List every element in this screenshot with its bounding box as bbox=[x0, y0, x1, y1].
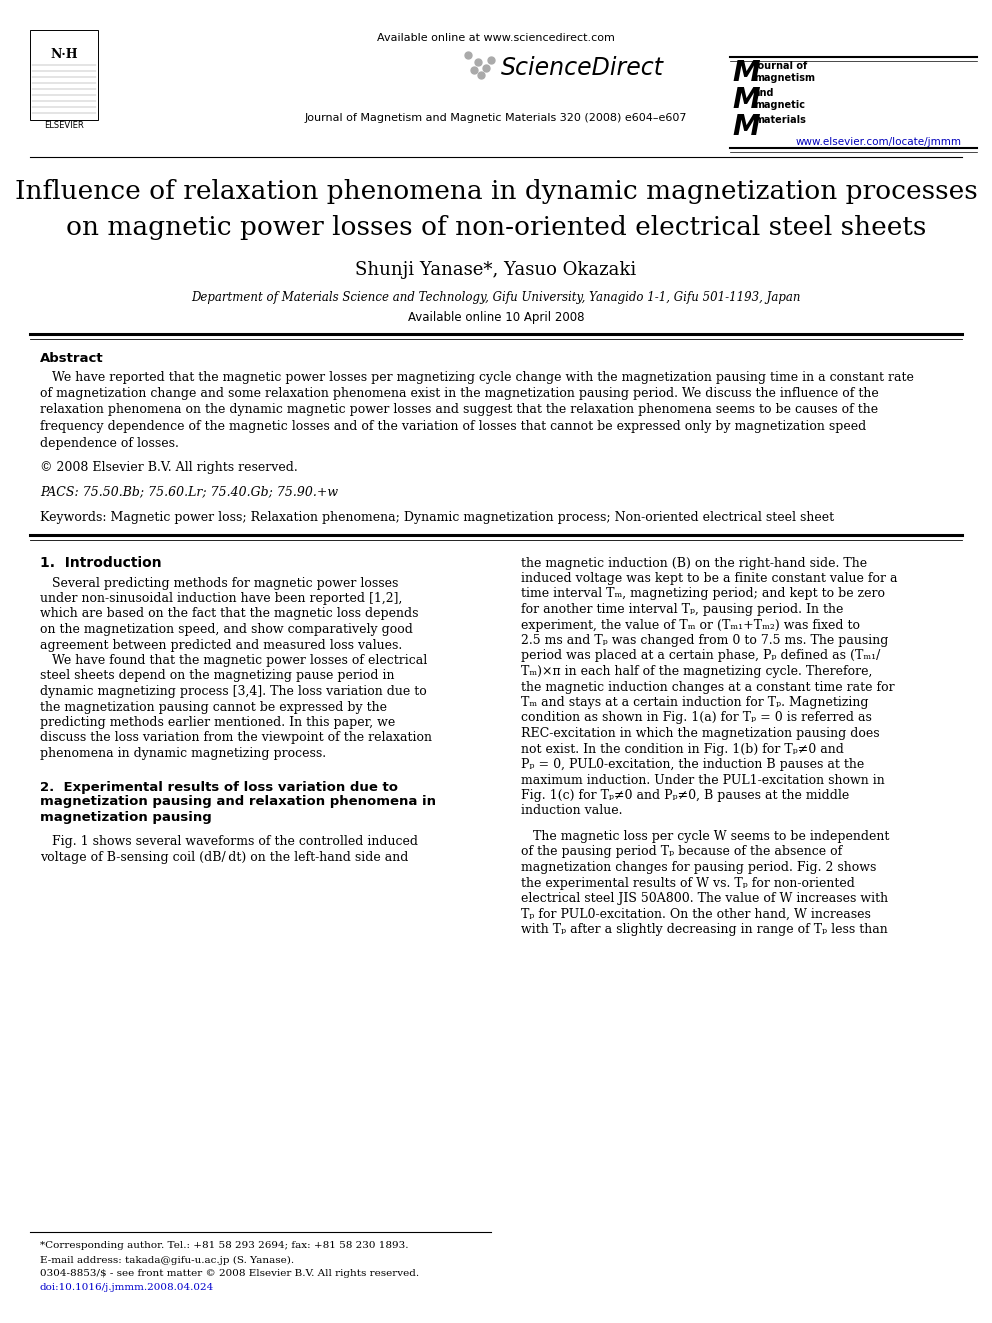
Text: for another time interval Tₚ, pausing period. In the: for another time interval Tₚ, pausing pe… bbox=[521, 603, 843, 617]
Text: The magnetic loss per cycle W seems to be independent: The magnetic loss per cycle W seems to b… bbox=[521, 830, 890, 843]
Text: voltage of B-sensing coil (dB/ dt) on the left-hand side and: voltage of B-sensing coil (dB/ dt) on th… bbox=[40, 851, 409, 864]
Text: 0304-8853/$ - see front matter © 2008 Elsevier B.V. All rights reserved.: 0304-8853/$ - see front matter © 2008 El… bbox=[40, 1270, 420, 1278]
Text: ScienceDirect: ScienceDirect bbox=[501, 56, 664, 79]
Text: REC-excitation in which the magnetization pausing does: REC-excitation in which the magnetizatio… bbox=[521, 728, 880, 740]
Text: discuss the loss variation from the viewpoint of the relaxation: discuss the loss variation from the view… bbox=[40, 732, 432, 745]
Text: induced voltage was kept to be a finite constant value for a: induced voltage was kept to be a finite … bbox=[521, 572, 898, 585]
Text: PACS: 75.50.Bb; 75.60.Lr; 75.40.Gb; 75.90.+w: PACS: 75.50.Bb; 75.60.Lr; 75.40.Gb; 75.9… bbox=[40, 486, 338, 499]
Text: Available online 10 April 2008: Available online 10 April 2008 bbox=[408, 311, 584, 324]
Text: the magnetic induction (B) on the right-hand side. The: the magnetic induction (B) on the right-… bbox=[521, 557, 867, 569]
Text: on the magnetization speed, and show comparatively good: on the magnetization speed, and show com… bbox=[40, 623, 413, 636]
Text: the magnetic induction changes at a constant time rate for: the magnetic induction changes at a cons… bbox=[521, 680, 895, 693]
Text: journal of: journal of bbox=[754, 61, 807, 71]
Text: Available online at www.sciencedirect.com: Available online at www.sciencedirect.co… bbox=[377, 33, 615, 44]
Text: M: M bbox=[732, 86, 760, 114]
Text: frequency dependence of the magnetic losses and of the variation of losses that : frequency dependence of the magnetic los… bbox=[40, 419, 866, 433]
Text: © 2008 Elsevier B.V. All rights reserved.: © 2008 Elsevier B.V. All rights reserved… bbox=[40, 460, 298, 474]
Text: materials: materials bbox=[754, 115, 806, 124]
Text: maximum induction. Under the PUL1-excitation shown in: maximum induction. Under the PUL1-excita… bbox=[521, 774, 885, 786]
Bar bbox=[30, 30, 98, 120]
Text: experiment, the value of Tₘ or (Tₘ₁+Tₘ₂) was fixed to: experiment, the value of Tₘ or (Tₘ₁+Tₘ₂)… bbox=[521, 618, 860, 631]
Text: dynamic magnetizing process [3,4]. The loss variation due to: dynamic magnetizing process [3,4]. The l… bbox=[40, 685, 427, 699]
Text: 1.  Introduction: 1. Introduction bbox=[40, 556, 162, 570]
Text: magnetization pausing and relaxation phenomena in: magnetization pausing and relaxation phe… bbox=[40, 795, 436, 808]
Text: with Tₚ after a slightly decreasing in range of Tₚ less than: with Tₚ after a slightly decreasing in r… bbox=[521, 923, 888, 935]
Text: ELSEVIER: ELSEVIER bbox=[44, 120, 84, 130]
Text: dependence of losses.: dependence of losses. bbox=[40, 437, 179, 450]
Text: time interval Tₘ, magnetizing period; and kept to be zero: time interval Tₘ, magnetizing period; an… bbox=[521, 587, 885, 601]
Text: *Corresponding author. Tel.: +81 58 293 2694; fax: +81 58 230 1893.: *Corresponding author. Tel.: +81 58 293 … bbox=[40, 1241, 409, 1250]
Text: and: and bbox=[754, 89, 775, 98]
Text: magnetic: magnetic bbox=[754, 101, 805, 110]
Text: which are based on the fact that the magnetic loss depends: which are based on the fact that the mag… bbox=[40, 607, 419, 620]
Text: steel sheets depend on the magnetizing pause period in: steel sheets depend on the magnetizing p… bbox=[40, 669, 395, 683]
Text: of magnetization change and some relaxation phenomena exist in the magnetization: of magnetization change and some relaxat… bbox=[40, 388, 879, 400]
Text: doi:10.1016/j.jmmm.2008.04.024: doi:10.1016/j.jmmm.2008.04.024 bbox=[40, 1283, 214, 1293]
Text: N·H: N·H bbox=[51, 49, 77, 61]
Text: period was placed at a certain phase, Pₚ defined as (Tₘ₁/: period was placed at a certain phase, Pₚ… bbox=[521, 650, 880, 663]
Text: Department of Materials Science and Technology, Gifu University, Yanagido 1-1, G: Department of Materials Science and Tech… bbox=[191, 291, 801, 304]
Text: Several predicting methods for magnetic power losses: Several predicting methods for magnetic … bbox=[40, 577, 399, 590]
Text: predicting methods earlier mentioned. In this paper, we: predicting methods earlier mentioned. In… bbox=[40, 716, 395, 729]
Text: Abstract: Abstract bbox=[40, 352, 103, 365]
Text: agreement between predicted and measured loss values.: agreement between predicted and measured… bbox=[40, 639, 402, 651]
Text: 2.  Experimental results of loss variation due to: 2. Experimental results of loss variatio… bbox=[40, 781, 398, 794]
Text: Tₘ)×π in each half of the magnetizing cycle. Therefore,: Tₘ)×π in each half of the magnetizing cy… bbox=[521, 665, 872, 677]
Text: M: M bbox=[732, 60, 760, 87]
Text: We have reported that the magnetic power losses per magnetizing cycle change wit: We have reported that the magnetic power… bbox=[40, 370, 914, 384]
Text: under non-sinusoidal induction have been reported [1,2],: under non-sinusoidal induction have been… bbox=[40, 591, 403, 605]
Text: of the pausing period Tₚ because of the absence of: of the pausing period Tₚ because of the … bbox=[521, 845, 842, 859]
Text: Shunji Yanase*, Yasuo Okazaki: Shunji Yanase*, Yasuo Okazaki bbox=[355, 261, 637, 279]
Text: phenomena in dynamic magnetizing process.: phenomena in dynamic magnetizing process… bbox=[40, 747, 326, 759]
Text: condition as shown in Fig. 1(a) for Tₚ = 0 is referred as: condition as shown in Fig. 1(a) for Tₚ =… bbox=[521, 712, 872, 725]
Text: Fig. 1(c) for Tₚ≠0 and Pₚ≠0, B pauses at the middle: Fig. 1(c) for Tₚ≠0 and Pₚ≠0, B pauses at… bbox=[521, 789, 849, 802]
Text: M: M bbox=[732, 112, 760, 142]
Text: E-mail address: takada@gifu-u.ac.jp (S. Yanase).: E-mail address: takada@gifu-u.ac.jp (S. … bbox=[40, 1256, 294, 1265]
Text: magnetism: magnetism bbox=[754, 73, 815, 83]
Text: the magnetization pausing cannot be expressed by the: the magnetization pausing cannot be expr… bbox=[40, 700, 387, 713]
Text: 2.5 ms and Tₚ was changed from 0 to 7.5 ms. The pausing: 2.5 ms and Tₚ was changed from 0 to 7.5 … bbox=[521, 634, 889, 647]
Text: Fig. 1 shows several waveforms of the controlled induced: Fig. 1 shows several waveforms of the co… bbox=[40, 836, 418, 848]
Text: not exist. In the condition in Fig. 1(b) for Tₚ≠0 and: not exist. In the condition in Fig. 1(b)… bbox=[521, 742, 844, 755]
Text: the experimental results of W vs. Tₚ for non-oriented: the experimental results of W vs. Tₚ for… bbox=[521, 877, 855, 889]
Text: Journal of Magnetism and Magnetic Materials 320 (2008) e604–e607: Journal of Magnetism and Magnetic Materi… bbox=[305, 112, 687, 123]
Text: on magnetic power losses of non-oriented electrical steel sheets: on magnetic power losses of non-oriented… bbox=[65, 216, 927, 241]
Text: Tₘ and stays at a certain induction for Tₚ. Magnetizing: Tₘ and stays at a certain induction for … bbox=[521, 696, 869, 709]
Text: relaxation phenomena on the dynamic magnetic power losses and suggest that the r: relaxation phenomena on the dynamic magn… bbox=[40, 404, 878, 417]
Text: Tₚ for PUL0-excitation. On the other hand, W increases: Tₚ for PUL0-excitation. On the other han… bbox=[521, 908, 871, 921]
Text: induction value.: induction value. bbox=[521, 804, 623, 818]
Text: magnetization pausing: magnetization pausing bbox=[40, 811, 211, 823]
Text: magnetization changes for pausing period. Fig. 2 shows: magnetization changes for pausing period… bbox=[521, 861, 876, 875]
Text: Keywords: Magnetic power loss; Relaxation phenomena; Dynamic magnetization proce: Keywords: Magnetic power loss; Relaxatio… bbox=[40, 512, 834, 524]
Text: Pₚ = 0, PUL0-excitation, the induction B pauses at the: Pₚ = 0, PUL0-excitation, the induction B… bbox=[521, 758, 864, 771]
Text: www.elsevier.com/locate/jmmm: www.elsevier.com/locate/jmmm bbox=[796, 138, 962, 147]
Text: Influence of relaxation phenomena in dynamic magnetization processes: Influence of relaxation phenomena in dyn… bbox=[15, 180, 977, 205]
Text: electrical steel JIS 50A800. The value of W increases with: electrical steel JIS 50A800. The value o… bbox=[521, 892, 888, 905]
Text: We have found that the magnetic power losses of electrical: We have found that the magnetic power lo… bbox=[40, 654, 428, 667]
